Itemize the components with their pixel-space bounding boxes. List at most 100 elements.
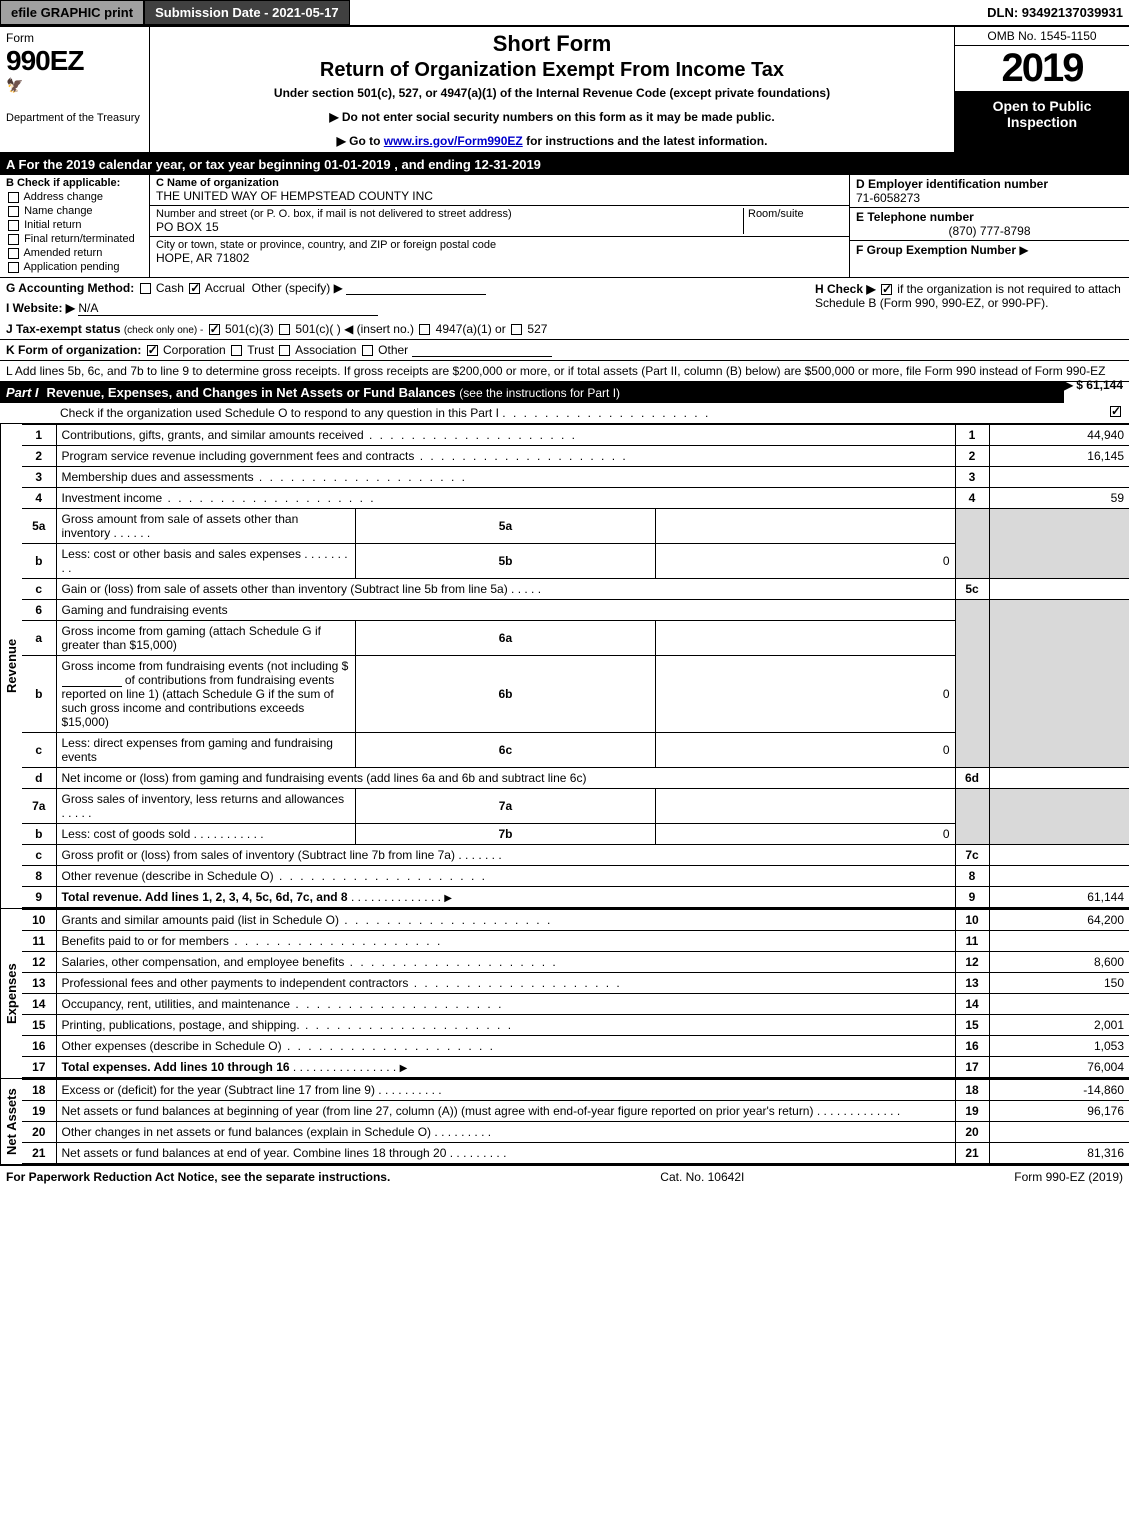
checkbox-501c3[interactable] <box>209 324 220 335</box>
checkbox-accrual[interactable] <box>189 283 200 294</box>
line-val: 81,316 <box>989 1143 1129 1164</box>
org-name: THE UNITED WAY OF HEMPSTEAD COUNTY INC <box>156 189 843 203</box>
checkbox-name-change[interactable] <box>8 206 19 217</box>
line-num: 4 <box>22 488 56 509</box>
efile-print-button[interactable]: efile GRAPHIC print <box>0 0 144 25</box>
line-val <box>989 467 1129 488</box>
submission-date-label: Submission Date - 2021-05-17 <box>144 0 350 25</box>
form-note-1: ▶ Do not enter social security numbers o… <box>158 110 946 124</box>
table-row: 20Other changes in net assets or fund ba… <box>22 1122 1129 1143</box>
line-desc: Less: cost of goods sold <box>62 827 191 841</box>
g-label: G Accounting Method: <box>6 281 134 295</box>
l-line: L Add lines 5b, 6c, and 7b to line 9 to … <box>0 361 1129 382</box>
checkbox-527[interactable] <box>511 324 522 335</box>
tax-period-row: A For the 2019 calendar year, or tax yea… <box>0 154 1129 175</box>
line-desc: Other revenue (describe in Schedule O) <box>62 869 274 883</box>
line-rn: 11 <box>955 931 989 952</box>
checkbox-amended-return[interactable] <box>8 248 19 259</box>
k-label: K Form of organization: <box>6 343 141 357</box>
line-num: 3 <box>22 467 56 488</box>
f-arrow: ▶ <box>1019 243 1028 257</box>
j-501c3-label: 501(c)(3) <box>225 322 274 336</box>
shaded-cell <box>989 600 1129 768</box>
line-val: 61,144 <box>989 887 1129 908</box>
table-row: dNet income or (loss) from gaming and fu… <box>22 768 1129 789</box>
shaded-cell <box>989 509 1129 579</box>
department-label: Department of the Treasury <box>6 112 143 124</box>
open-public-label: Open to Public Inspection <box>955 92 1129 152</box>
line-num: 18 <box>22 1080 56 1101</box>
checkbox-initial-return[interactable] <box>8 220 19 231</box>
line-mid-val: 0 <box>655 544 955 579</box>
line-rn: 20 <box>955 1122 989 1143</box>
net-assets-side-label: Net Assets <box>0 1079 22 1164</box>
line-desc: Total expenses. Add lines 10 through 16 <box>62 1060 290 1074</box>
table-row: 11Benefits paid to or for members11 <box>22 931 1129 952</box>
blank-6b <box>62 675 122 687</box>
line-num: 17 <box>22 1057 56 1078</box>
header-right: OMB No. 1545-1150 2019 Open to Public In… <box>954 27 1129 152</box>
line-num: b <box>22 656 56 733</box>
checkbox-final-return[interactable] <box>8 234 19 245</box>
checkbox-trust[interactable] <box>231 345 242 356</box>
line-num: 16 <box>22 1036 56 1057</box>
part1-check-text: Check if the organization used Schedule … <box>60 406 499 420</box>
phone-value: (870) 777-8798 <box>856 224 1123 238</box>
table-row: 21Net assets or fund balances at end of … <box>22 1143 1129 1164</box>
line-val: 1,053 <box>989 1036 1129 1057</box>
room-label: Room/suite <box>748 208 843 220</box>
line-val <box>989 845 1129 866</box>
line-desc: Gross sales of inventory, less returns a… <box>62 792 345 806</box>
line-mid-val <box>655 789 955 824</box>
line-desc: Excess or (deficit) for the year (Subtra… <box>62 1083 375 1097</box>
checkbox-schedule-o[interactable] <box>1110 406 1121 417</box>
checkbox-address-change[interactable] <box>8 192 19 203</box>
shaded-cell <box>989 789 1129 845</box>
note2-post: for instructions and the latest informat… <box>523 134 768 148</box>
part1-label: Part I <box>6 385 47 400</box>
city-label: City or town, state or province, country… <box>156 239 843 251</box>
line-mid-num: 6b <box>356 656 656 733</box>
line-rn: 19 <box>955 1101 989 1122</box>
line-desc: Salaries, other compensation, and employ… <box>62 955 345 969</box>
addr-value: PO BOX 15 <box>156 220 743 234</box>
line-desc: Gain or (loss) from sale of assets other… <box>62 582 508 596</box>
table-row: 4Investment income459 <box>22 488 1129 509</box>
line-num: d <box>22 768 56 789</box>
part1-check-line: Check if the organization used Schedule … <box>0 403 1129 424</box>
line-desc: Net assets or fund balances at end of ye… <box>62 1146 447 1160</box>
line-desc: Professional fees and other payments to … <box>62 976 409 990</box>
form-subtitle: Under section 501(c), 527, or 4947(a)(1)… <box>158 86 946 100</box>
e-label: E Telephone number <box>856 210 1123 224</box>
net-assets-table: 18 Excess or (deficit) for the year (Subt… <box>22 1079 1129 1164</box>
checkbox-corporation[interactable] <box>147 345 158 356</box>
irs-link[interactable]: www.irs.gov/Form990EZ <box>384 134 523 148</box>
checkbox-application-pending[interactable] <box>8 262 19 273</box>
line-num: 2 <box>22 446 56 467</box>
line-desc: Less: direct expenses from gaming and fu… <box>62 736 333 764</box>
checkbox-cash[interactable] <box>140 283 151 294</box>
footer-center: Cat. No. 10642I <box>660 1170 744 1184</box>
table-row: 19Net assets or fund balances at beginni… <box>22 1101 1129 1122</box>
line-mid-num: 7b <box>356 824 656 845</box>
j-527-label: 527 <box>527 322 547 336</box>
checkbox-4947[interactable] <box>419 324 430 335</box>
checkbox-other-org[interactable] <box>362 345 373 356</box>
line-mid-num: 5b <box>356 544 656 579</box>
checkbox-h[interactable] <box>881 284 892 295</box>
line-val: 96,176 <box>989 1101 1129 1122</box>
form-note-2: ▶ Go to www.irs.gov/Form990EZ for instru… <box>158 134 946 148</box>
line-mid-val: 0 <box>655 733 955 768</box>
table-row: 7aGross sales of inventory, less returns… <box>22 789 1129 824</box>
checkbox-association[interactable] <box>279 345 290 356</box>
revenue-side-label: Revenue <box>0 424 22 908</box>
table-row: 14Occupancy, rent, utilities, and mainte… <box>22 994 1129 1015</box>
k-trust-label: Trust <box>247 343 274 357</box>
form-title: Return of Organization Exempt From Incom… <box>158 59 946 82</box>
expenses-table: 10Grants and similar amounts paid (list … <box>22 909 1129 1078</box>
line-rn: 3 <box>955 467 989 488</box>
table-row: 6Gaming and fundraising events <box>22 600 1129 621</box>
line-num: 14 <box>22 994 56 1015</box>
line-val: 16,145 <box>989 446 1129 467</box>
checkbox-501c[interactable] <box>279 324 290 335</box>
